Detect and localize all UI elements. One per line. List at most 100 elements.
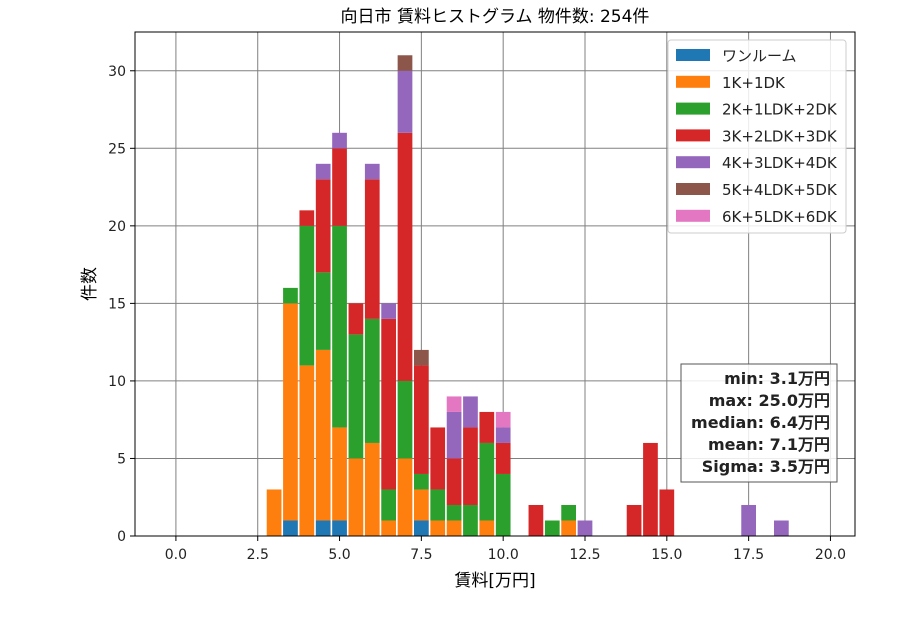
bar-segment (364, 318, 380, 443)
legend-label: 6K+5LDK+6DK (722, 208, 838, 226)
bar-segment (315, 272, 331, 350)
legend-swatch (676, 102, 710, 115)
bar-segment (364, 179, 380, 319)
bar-segment (495, 411, 511, 428)
legend-swatch (676, 129, 710, 142)
bar-segment (348, 303, 364, 335)
bar-segment (495, 427, 511, 443)
bar-segment (430, 489, 446, 521)
y-tick-label: 10 (108, 374, 126, 390)
bar-segment (643, 442, 658, 536)
y-tick-label: 25 (108, 141, 126, 157)
stat-sigma: Sigma: 3.5万円 (702, 457, 830, 476)
y-tick-label: 30 (108, 64, 126, 80)
bar-segment (463, 396, 478, 428)
x-tick-label: 0.0 (165, 547, 187, 563)
x-tick-label: 17.5 (733, 547, 764, 563)
bar-segment (414, 520, 429, 536)
legend-swatch (676, 183, 710, 195)
legend-label: 4K+3LDK+4DK (722, 154, 838, 172)
bar-segment (299, 225, 315, 366)
legend-swatch (676, 209, 710, 222)
y-tick-label: 15 (108, 296, 126, 312)
bar-segment (332, 427, 347, 521)
bar-segment (479, 442, 495, 521)
bar-segment (479, 411, 495, 443)
bar-segment (266, 489, 282, 536)
stat-median: median: 6.4万円 (691, 413, 830, 432)
legend-box (667, 39, 847, 234)
bar-segment (414, 365, 429, 474)
bar-segment (414, 489, 429, 521)
bar-segment (332, 225, 347, 428)
plot-area-frame (134, 31, 856, 537)
x-tick-label: 2.5 (247, 547, 269, 563)
bar-segment (544, 520, 560, 536)
bar-segment (430, 427, 446, 490)
bar-segment (528, 504, 544, 536)
bar-segment (446, 396, 462, 412)
bar-segment (332, 132, 347, 149)
y-tick-label: 5 (117, 451, 126, 467)
x-tick-label: 15.0 (651, 547, 682, 563)
bar-segment (495, 442, 511, 474)
legend: ワンルーム 1K+1DK 2K+1LDK+2DK 3K+2LDK+3DK 4K+3LDK… (667, 39, 847, 234)
bar-segment (626, 504, 642, 536)
bar-segment (446, 458, 462, 505)
x-tick-label: 12.5 (569, 547, 600, 563)
bar-segment (741, 504, 756, 536)
legend-label: 2K+1LDK+2DK (722, 101, 838, 119)
bars (266, 55, 789, 536)
bar-segment (381, 489, 396, 521)
bar-segment (463, 504, 478, 536)
bar-segment (299, 365, 315, 536)
stats-box: min: 3.1万円 max: 25.0万円 median: 6.4万円 mea… (680, 363, 838, 483)
bar-segment (381, 520, 396, 536)
bar-segment (397, 70, 413, 133)
bar-segment (332, 148, 347, 226)
bar-segment (381, 318, 396, 490)
legend-label: 5K+4LDK+5DK (722, 181, 838, 199)
stats-box-frame (680, 363, 838, 483)
bar-segment (561, 504, 576, 521)
bar-segment (315, 179, 331, 273)
bar-segment (332, 520, 347, 536)
bar-segment (577, 520, 593, 536)
bar-segment (397, 132, 413, 381)
bar-segment (659, 489, 675, 536)
bar-segment (397, 55, 413, 71)
legend-label: 3K+2LDK+3DK (722, 127, 838, 145)
chart-title: 向日市 賃料ヒストグラム 物件数: 254件 (341, 7, 650, 27)
bar-segment (414, 473, 429, 490)
bar-segment (463, 427, 478, 505)
x-axis-title: 賃料[万円] (454, 571, 535, 591)
x-tick-label: 7.5 (410, 547, 432, 563)
bar-segment (774, 520, 789, 536)
bar-segment (446, 504, 462, 521)
bar-segment (315, 163, 331, 180)
legend-swatch (676, 156, 710, 169)
stat-min: min: 3.1万円 (724, 369, 830, 388)
stat-mean: mean: 7.1万円 (708, 435, 830, 454)
bar-segment (299, 210, 315, 226)
legend-label: ワンルーム (722, 47, 797, 65)
bar-segment (348, 334, 364, 459)
legend-swatch (676, 75, 710, 88)
bar-segment (561, 520, 576, 536)
bar-segment (430, 520, 446, 536)
bar-segment (364, 442, 380, 536)
bar-segment (381, 303, 396, 319)
x-axis-ticks: 0.0 2.5 5.0 7.5 10.0 12.5 15.0 17.5 20.0 (165, 536, 846, 563)
bar-segment (397, 380, 413, 459)
bar-segment (414, 349, 429, 366)
x-tick-label: 20.0 (815, 547, 846, 563)
stat-max: max: 25.0万円 (709, 391, 830, 410)
bar-segment (315, 349, 331, 521)
bar-segment (283, 287, 298, 304)
bar-segment (495, 473, 511, 536)
x-tick-label: 5.0 (328, 547, 350, 563)
legend-swatch (676, 49, 710, 61)
legend-label: 1K+1DK (722, 74, 786, 92)
bar-segment (446, 520, 462, 536)
